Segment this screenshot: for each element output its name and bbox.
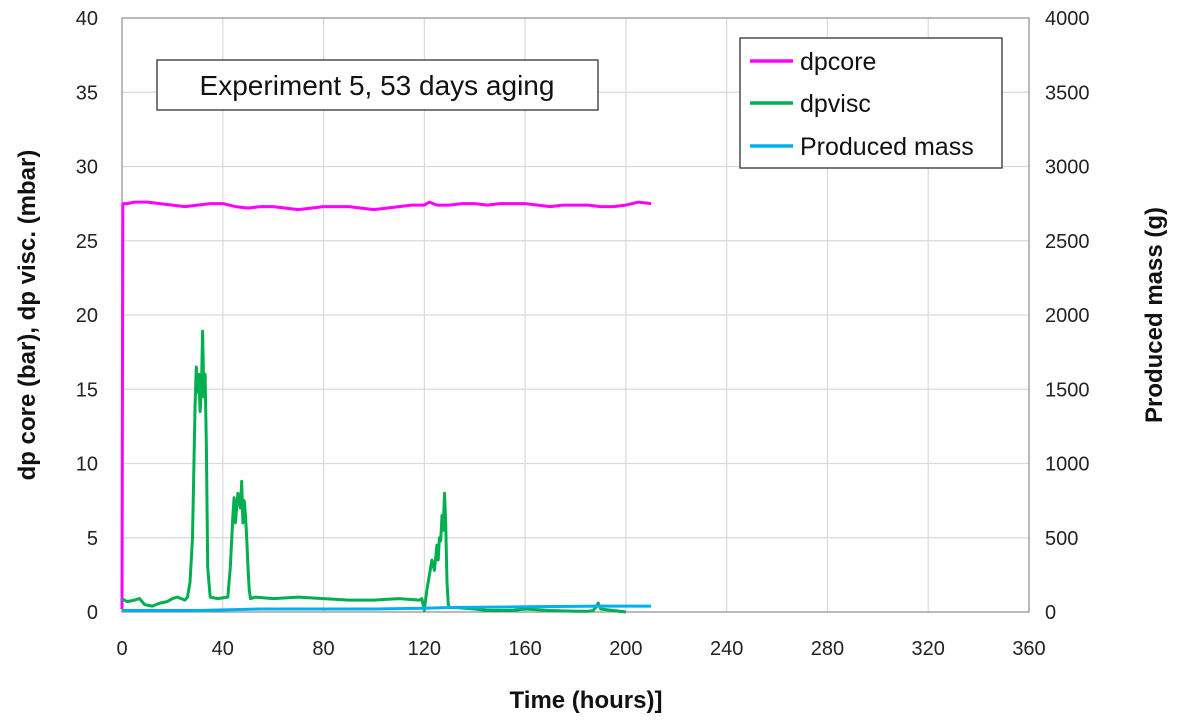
y-axis-title: dp core (bar), dp visc. (mbar) (14, 150, 41, 481)
x-tick-label: 80 (312, 638, 334, 660)
series-line-produced-mass (122, 604, 652, 612)
legend-label-dpcore: dpcore (800, 48, 876, 76)
annotation-box: Experiment 5, 53 days aging (156, 59, 599, 111)
y2-tick-label: 2500 (1045, 231, 1090, 253)
legend: dpcore dpvisc Produced mass (739, 37, 1003, 169)
y-tick-label: 35 (76, 82, 98, 104)
y2-tick-label: 3000 (1045, 157, 1090, 179)
y2-tick-label: 1000 (1045, 454, 1090, 476)
y-tick-label: 20 (76, 305, 98, 327)
y-tick-label: 5 (87, 528, 98, 550)
x-tick-label: 360 (1012, 638, 1045, 660)
y-tick-label: 15 (76, 379, 98, 401)
series-layer (120, 200, 652, 614)
y2-tick-label: 1500 (1045, 379, 1090, 401)
legend-label-produced-mass: Produced mass (800, 133, 974, 161)
annotation-text: Experiment 5, 53 days aging (200, 70, 555, 101)
legend-label-dpvisc: dpvisc (800, 90, 871, 118)
x-tick-label: 320 (912, 638, 945, 660)
y2-axis-ticks: 0 500 1000 1500 2000 2500 3000 3500 4000 (1045, 8, 1090, 624)
x-tick-label: 280 (811, 638, 844, 660)
x-axis-ticks: 0 40 80 120 160 200 240 280 320 360 (116, 638, 1045, 660)
y2-tick-label: 3500 (1045, 82, 1090, 104)
x-tick-label: 0 (116, 638, 127, 660)
y-tick-label: 25 (76, 231, 98, 253)
y-tick-label: 40 (76, 8, 98, 30)
y-axis-ticks: 0 5 10 15 20 25 30 35 40 (76, 8, 98, 624)
series-line-dpcore (120, 200, 652, 610)
y-tick-label: 10 (76, 454, 98, 476)
x-tick-label: 240 (710, 638, 743, 660)
x-tick-label: 40 (212, 638, 234, 660)
x-axis-title: Time (hours)] (510, 687, 663, 714)
y2-tick-label: 2000 (1045, 305, 1090, 327)
y-tick-label: 30 (76, 157, 98, 179)
x-tick-label: 160 (508, 638, 541, 660)
x-tick-label: 120 (408, 638, 441, 660)
x-tick-label: 200 (609, 638, 642, 660)
y2-tick-label: 500 (1045, 528, 1078, 550)
y2-tick-label: 4000 (1045, 8, 1090, 30)
annotation-frame (156, 59, 599, 111)
y-tick-label: 0 (87, 602, 98, 624)
y2-axis-title: Produced mass (g) (1141, 207, 1168, 423)
y2-tick-label: 0 (1045, 602, 1056, 624)
